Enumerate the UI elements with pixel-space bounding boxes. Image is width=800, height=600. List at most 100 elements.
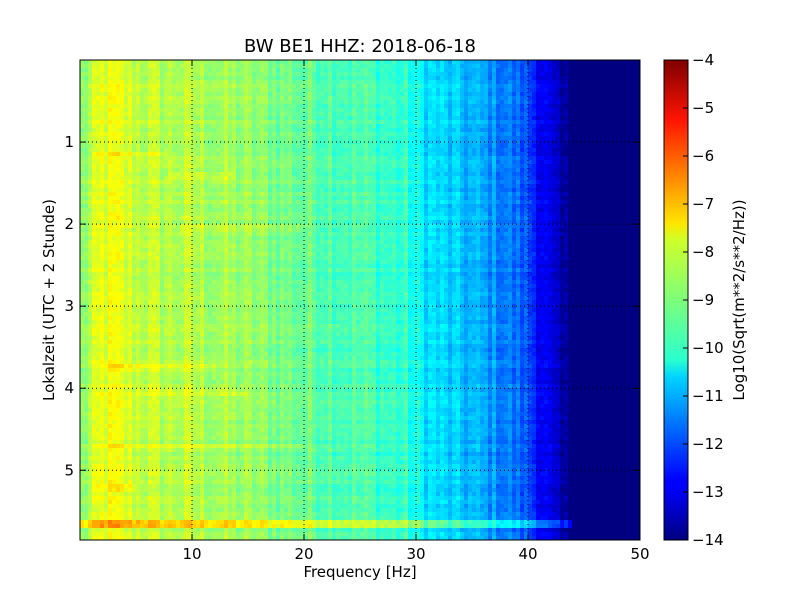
heatmap-cell bbox=[568, 156, 573, 161]
heatmap-cell bbox=[520, 124, 525, 129]
heatmap-cell bbox=[316, 148, 321, 153]
heatmap-cell bbox=[616, 108, 621, 113]
heatmap-cell bbox=[384, 144, 389, 149]
heatmap-cell bbox=[392, 144, 397, 149]
heatmap-cell bbox=[628, 144, 633, 149]
heatmap-cell bbox=[100, 116, 105, 121]
heatmap-cell bbox=[204, 60, 209, 65]
heatmap-cell bbox=[148, 176, 153, 181]
heatmap-cell bbox=[564, 188, 569, 193]
heatmap-cell bbox=[476, 144, 481, 149]
heatmap-cell bbox=[244, 184, 249, 189]
heatmap-cell bbox=[344, 176, 349, 181]
heatmap-cell bbox=[272, 76, 277, 81]
heatmap-cell bbox=[376, 100, 381, 105]
heatmap-cell bbox=[452, 116, 457, 121]
heatmap-cell bbox=[272, 96, 277, 101]
heatmap-cell bbox=[508, 180, 513, 185]
heatmap-cell bbox=[212, 104, 217, 109]
heatmap-cell bbox=[204, 156, 209, 161]
heatmap-cell bbox=[436, 96, 441, 101]
heatmap-cell bbox=[164, 144, 169, 149]
heatmap-cell bbox=[284, 96, 289, 101]
heatmap-cell bbox=[324, 120, 329, 125]
heatmap-cell bbox=[332, 108, 337, 113]
heatmap-cell bbox=[396, 92, 401, 97]
heatmap-cell bbox=[400, 72, 405, 77]
heatmap-cell bbox=[536, 180, 541, 185]
heatmap-cell bbox=[572, 80, 577, 85]
heatmap-cell bbox=[132, 64, 137, 69]
heatmap-cell bbox=[280, 92, 285, 97]
heatmap-cell bbox=[248, 136, 253, 141]
heatmap-cell bbox=[420, 60, 425, 65]
heatmap-cell bbox=[116, 132, 121, 137]
heatmap-cell bbox=[360, 152, 365, 157]
heatmap-cell bbox=[548, 196, 553, 201]
heatmap-cell bbox=[396, 132, 401, 137]
heatmap-cell bbox=[152, 180, 157, 185]
heatmap-cell bbox=[240, 200, 245, 205]
heatmap-cell bbox=[212, 128, 217, 133]
heatmap-cell bbox=[432, 92, 437, 97]
heatmap-cell bbox=[584, 76, 589, 81]
heatmap-cell bbox=[88, 136, 93, 141]
heatmap-cell bbox=[448, 168, 453, 173]
heatmap-cell bbox=[360, 88, 365, 93]
heatmap-cell bbox=[456, 76, 461, 81]
heatmap-cell bbox=[296, 92, 301, 97]
heatmap-cell bbox=[220, 68, 225, 73]
heatmap-cell bbox=[472, 108, 477, 113]
heatmap-cell bbox=[100, 88, 105, 93]
heatmap-cell bbox=[468, 88, 473, 93]
heatmap-cell bbox=[468, 64, 473, 69]
heatmap-cell bbox=[92, 132, 97, 137]
heatmap-cell bbox=[496, 176, 501, 181]
heatmap-cell bbox=[352, 128, 357, 133]
heatmap-cell bbox=[452, 172, 457, 177]
heatmap-cell bbox=[588, 92, 593, 97]
heatmap-cell bbox=[108, 124, 113, 129]
heatmap-cell bbox=[632, 68, 637, 73]
heatmap-cell bbox=[236, 188, 241, 193]
heatmap-cell bbox=[472, 168, 477, 173]
heatmap-cell bbox=[120, 196, 125, 201]
heatmap-cell bbox=[320, 68, 325, 73]
heatmap-cell bbox=[80, 124, 85, 129]
heatmap-cell bbox=[128, 80, 133, 85]
heatmap-cell bbox=[600, 80, 605, 85]
heatmap-cell bbox=[364, 196, 369, 201]
heatmap-cell bbox=[564, 168, 569, 173]
heatmap-cell bbox=[352, 116, 357, 121]
heatmap-cell bbox=[236, 108, 241, 113]
heatmap-cell bbox=[420, 148, 425, 153]
heatmap-cell bbox=[616, 152, 621, 157]
heatmap-cell bbox=[584, 72, 589, 77]
heatmap-cell bbox=[628, 188, 633, 193]
heatmap-cell bbox=[596, 156, 601, 161]
heatmap-cell bbox=[260, 76, 265, 81]
heatmap-cell bbox=[120, 88, 125, 93]
heatmap-cell bbox=[604, 132, 609, 137]
heatmap-cell bbox=[128, 132, 133, 137]
heatmap-cell bbox=[164, 76, 169, 81]
heatmap-cell bbox=[260, 112, 265, 117]
heatmap-cell bbox=[152, 68, 157, 73]
heatmap-cell bbox=[568, 96, 573, 101]
heatmap-cell bbox=[476, 176, 481, 181]
heatmap-cell bbox=[156, 200, 161, 205]
heatmap-cell bbox=[144, 124, 149, 129]
heatmap-cell bbox=[456, 104, 461, 109]
heatmap-cell bbox=[332, 160, 337, 165]
heatmap-cell bbox=[504, 132, 509, 137]
heatmap-cell bbox=[392, 116, 397, 121]
heatmap-cell bbox=[516, 88, 521, 93]
heatmap-cell bbox=[80, 108, 85, 113]
heatmap-cell bbox=[488, 124, 493, 129]
heatmap-cell bbox=[552, 68, 557, 73]
heatmap-cell bbox=[112, 124, 117, 129]
heatmap-cell bbox=[532, 108, 537, 113]
heatmap-cell bbox=[444, 152, 449, 157]
heatmap-cell bbox=[160, 64, 165, 69]
heatmap-cell bbox=[428, 172, 433, 177]
